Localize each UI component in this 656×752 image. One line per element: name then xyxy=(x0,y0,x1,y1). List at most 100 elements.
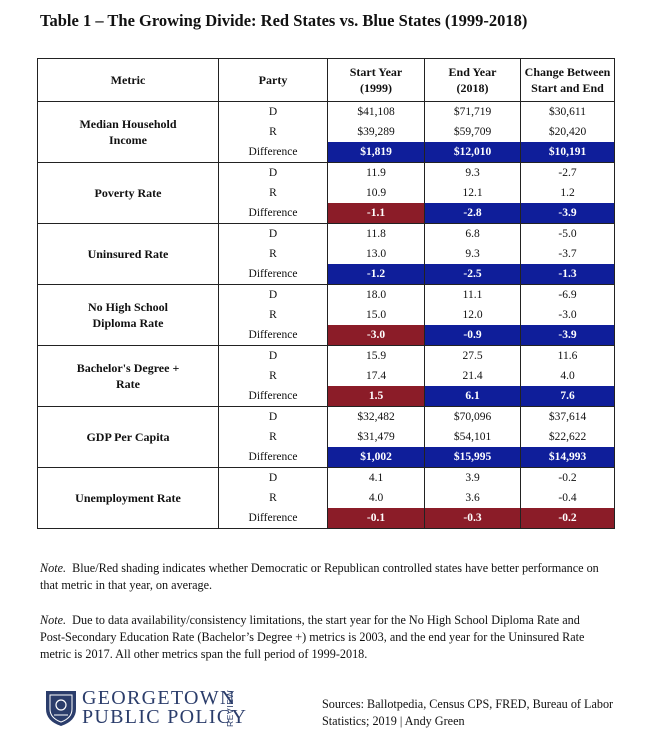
party-label: R xyxy=(218,183,328,203)
value-cell: 15.0 xyxy=(327,305,425,325)
header-start-year: Start Year (1999) xyxy=(327,58,425,102)
metric-name: Uninsured Rate xyxy=(37,223,219,285)
value-cell: $22,622 xyxy=(548,431,587,443)
metric-name: Unemployment Rate xyxy=(37,467,219,529)
table-row-r: R $31,479 $54,101 $22,622 xyxy=(38,427,615,447)
table-row-difference: Difference 1.5 6.1 7.6 xyxy=(38,386,615,407)
value-cell: 15.9 xyxy=(327,345,425,366)
difference-cell: 1.5 xyxy=(327,386,425,407)
value-cell: $41,108 xyxy=(327,101,425,122)
metric-name-line2: Rate xyxy=(116,377,140,391)
value-cell: -3.0 xyxy=(558,309,577,321)
difference-cell: $15,995 xyxy=(424,447,521,468)
party-label: D xyxy=(218,406,328,427)
party-label: D xyxy=(218,162,328,183)
note-shading-label: Note. xyxy=(40,561,67,575)
note-shading: Note. Blue/Red shading indicates whether… xyxy=(40,560,600,594)
value-cell: -2.7 xyxy=(558,167,577,179)
logo-review-text: REVIEW xyxy=(225,690,235,727)
value-cell: 11.9 xyxy=(327,162,425,183)
difference-cell: -0.1 xyxy=(327,508,425,529)
value-cell: 3.6 xyxy=(424,488,521,508)
party-label: R xyxy=(218,122,328,142)
value-cell: $30,611 xyxy=(549,106,586,118)
difference-cell: -3.9 xyxy=(520,203,615,224)
note-availability-label: Note. xyxy=(40,613,67,627)
table-row-d: GDP Per Capita D $32,482 $70,096 $37,614 xyxy=(37,406,615,468)
party-label: R xyxy=(218,427,328,447)
table-row-d: Bachelor's Degree + Rate D 15.9 27.5 11.6 xyxy=(37,345,615,407)
difference-cell: $1,819 xyxy=(327,142,425,163)
difference-label: Difference xyxy=(218,386,328,407)
data-table: Metric Party Start Year (1999) End Year … xyxy=(37,58,615,529)
metric-name-line1: Uninsured Rate xyxy=(87,247,169,261)
value-cell: -5.0 xyxy=(558,228,577,240)
table-body: Median Household Income D $41,108 $71,719 $30… xyxy=(37,101,615,529)
value-cell: $20,420 xyxy=(548,126,587,138)
note-availability-text: Due to data availability/consistency lim… xyxy=(40,613,585,661)
header-metric: Metric xyxy=(37,58,219,102)
metric-name: GDP Per Capita xyxy=(37,406,219,468)
difference-cell: $14,993 xyxy=(520,447,615,468)
difference-cell: -1.1 xyxy=(327,203,425,224)
difference-cell: $12,010 xyxy=(424,142,521,163)
difference-label: Difference xyxy=(218,142,328,163)
metric-name-line1: Unemployment Rate xyxy=(75,491,181,505)
party-label: R xyxy=(218,366,328,386)
georgetown-logo: GEORGETOWN PUBLIC POLICY REVIEW xyxy=(44,687,246,733)
value-cell: 21.4 xyxy=(424,366,521,386)
value-cell: 4.0 xyxy=(327,488,425,508)
header-change-line1: Change Between xyxy=(524,65,611,79)
header-start-line1: Start Year xyxy=(349,65,403,79)
party-label: D xyxy=(218,345,328,366)
metric-name-line1: GDP Per Capita xyxy=(86,430,170,444)
table-row-difference: Difference $1,819 $12,010 $10,191 xyxy=(38,142,615,163)
header-change-line2: Start and End xyxy=(531,81,604,95)
difference-cell: 7.6 xyxy=(520,386,615,407)
table-row-r: R 13.0 9.3 -3.7 xyxy=(38,244,615,264)
difference-cell: -2.8 xyxy=(424,203,521,224)
value-cell: -6.9 xyxy=(558,289,577,301)
table-row-d: Median Household Income D $41,108 $71,719 $30… xyxy=(37,101,615,163)
party-label: D xyxy=(218,284,328,305)
table-row-d: Uninsured Rate D 11.8 6.8 -5.0 xyxy=(37,223,615,285)
header-end-line1: End Year xyxy=(448,65,497,79)
metric-name: Median Household Income xyxy=(37,101,219,163)
table-row-r: R 10.9 12.1 1.2 xyxy=(38,183,615,203)
value-cell: 1.2 xyxy=(560,187,575,199)
value-cell: -0.2 xyxy=(558,472,577,484)
header-end-line2: (2018) xyxy=(456,81,489,95)
table-row-difference: Difference -0.1 -0.3 -0.2 xyxy=(38,508,615,529)
value-cell: 4.0 xyxy=(560,370,575,382)
sources-credit: Sources: Ballotpedia, Census CPS, FRED, … xyxy=(322,697,614,728)
table-row-r: R 17.4 21.4 4.0 xyxy=(38,366,615,386)
table-row-r: R $39,289 $59,709 $20,420 xyxy=(38,122,615,142)
table-row-r: R 15.0 12.0 -3.0 xyxy=(38,305,615,325)
party-label: R xyxy=(218,488,328,508)
logo-line1: GEORGETOWN xyxy=(82,687,236,709)
metric-name-line1: Median Household xyxy=(79,117,177,131)
difference-cell: -1.2 xyxy=(327,264,425,285)
value-cell: $70,096 xyxy=(424,406,521,427)
value-cell: 17.4 xyxy=(327,366,425,386)
value-cell: 12.1 xyxy=(424,183,521,203)
seal-icon xyxy=(46,691,76,726)
difference-cell: -0.3 xyxy=(424,508,521,529)
metric-name-line1: Poverty Rate xyxy=(94,186,162,200)
metric-name: No High School Diploma Rate xyxy=(37,284,219,346)
party-label: D xyxy=(218,101,328,122)
difference-cell: $10,191 xyxy=(520,142,615,163)
party-label: R xyxy=(218,305,328,325)
metric-name-line2: Diploma Rate xyxy=(92,316,164,330)
value-cell: 13.0 xyxy=(327,244,425,264)
table-row-d: Unemployment Rate D 4.1 3.9 -0.2 xyxy=(37,467,615,529)
difference-cell: $1,002 xyxy=(327,447,425,468)
table-row-difference: Difference -1.1 -2.8 -3.9 xyxy=(38,203,615,224)
value-cell: $39,289 xyxy=(327,122,425,142)
difference-label: Difference xyxy=(218,203,328,224)
value-cell: 12.0 xyxy=(424,305,521,325)
value-cell: 6.8 xyxy=(424,223,521,244)
value-cell: 27.5 xyxy=(424,345,521,366)
difference-label: Difference xyxy=(218,264,328,285)
value-cell: 11.8 xyxy=(327,223,425,244)
